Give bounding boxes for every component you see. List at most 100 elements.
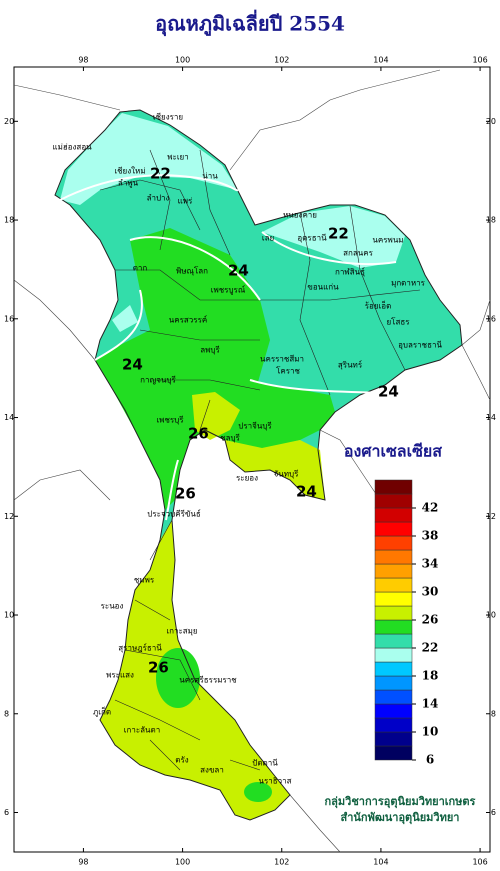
lon-tick-label: 104 xyxy=(373,56,388,65)
legend-tick-label: 34 xyxy=(422,557,439,571)
contour-label: 22 xyxy=(328,225,349,243)
lon-tick-label: 100 xyxy=(175,56,190,65)
zone-24-26 xyxy=(156,648,200,708)
zone-26-28 xyxy=(225,440,325,500)
contour-label: 24 xyxy=(122,356,143,374)
province-labels: เชียงราย แม่ฮ่องสอน เชียงใหม่ ลำพูน ลำปา… xyxy=(52,113,442,786)
province-label: เพชรบูรณ์ xyxy=(211,285,246,296)
lat-tick-label: 20 xyxy=(486,117,496,126)
legend-swatch xyxy=(374,521,413,537)
zone-20-22 xyxy=(262,206,405,268)
province-label: ยโสธร xyxy=(386,317,410,327)
legend-swatch xyxy=(374,549,413,565)
lat-tick-label: 8 xyxy=(4,709,9,718)
map-title: อุณหภูมิเฉลี่ยปี 2554 xyxy=(155,9,345,38)
legend-swatch xyxy=(374,591,413,607)
province-label: ปราจีนบุรี xyxy=(238,422,272,431)
lon-tick-label: 106 xyxy=(472,858,487,867)
province-label: เลย xyxy=(262,234,274,243)
province-borders xyxy=(54,109,463,821)
contour-label: 22 xyxy=(150,165,171,183)
province-label: เกาะลันตา xyxy=(124,726,160,735)
legend-swatch xyxy=(374,675,413,691)
contour-label: 26 xyxy=(148,659,169,677)
province-label: สุราษฎร์ธานี xyxy=(118,643,162,653)
lat-tick-label: 14 xyxy=(4,413,14,422)
province-label: ระยอง xyxy=(236,474,258,483)
province-label: ชลบุรี xyxy=(220,434,240,443)
lat-tick-label: 12 xyxy=(4,512,14,521)
contour-label: 24 xyxy=(378,383,399,401)
contour-label: 24 xyxy=(228,262,249,280)
legend-swatch xyxy=(374,633,413,649)
credit-line: กลุ่มวิชาการอุตุนิยมวิทยาเกษตร xyxy=(325,795,476,809)
province-label: มุกดาหาร xyxy=(391,279,426,288)
province-label: เชียงราย xyxy=(153,113,183,122)
lat-tick-label: 18 xyxy=(4,216,14,225)
legend-swatch xyxy=(374,661,413,677)
legend-title: องศาเซลเซียส xyxy=(344,442,442,461)
legend-swatch xyxy=(374,507,413,523)
lat-tick-label: 6 xyxy=(4,808,9,817)
contour-label: 26 xyxy=(188,425,209,443)
contour-labels: 22 22 24 24 24 24 26 26 26 xyxy=(122,165,399,677)
province-label: ระนอง xyxy=(101,602,124,611)
zone-26-28 xyxy=(100,520,290,820)
legend-tick-label: 42 xyxy=(422,501,439,515)
province-label: เพชรบุรี xyxy=(156,416,184,425)
province-label: น่าน xyxy=(202,172,218,181)
province-label: สงขลา xyxy=(200,766,224,775)
lon-tick-label: 98 xyxy=(78,858,88,867)
province-label: เกาะสมุย xyxy=(166,627,197,636)
province-label: ลำพูน xyxy=(118,179,139,189)
legend-swatch xyxy=(374,647,413,663)
province-label: จันทบุรี xyxy=(274,470,300,479)
legend-tick-label: 38 xyxy=(422,529,439,543)
province-label: เชียงใหม่ xyxy=(114,167,145,176)
legend-swatch xyxy=(374,703,413,719)
legend-tick-label: 18 xyxy=(422,669,439,683)
temperature-zones xyxy=(55,110,462,820)
province-label: แม่ฮ่องสอน xyxy=(52,143,92,152)
province-label: ภูเก็ต xyxy=(93,707,111,718)
white-contours xyxy=(59,174,421,521)
legend-swatch xyxy=(374,689,413,705)
province-label: พะเยา xyxy=(167,153,188,162)
province-label: ขอนแก่น xyxy=(307,283,339,292)
lat-tick-label: 20 xyxy=(4,117,14,126)
legend-tick-label: 14 xyxy=(422,697,439,711)
province-label: สุรินทร์ xyxy=(338,360,363,370)
province-label: ตาก xyxy=(133,264,148,273)
province-label: ตรัง xyxy=(175,756,188,765)
lat-tick-label: 12 xyxy=(486,512,496,521)
legend-swatch xyxy=(374,535,413,551)
province-label: นครพนม xyxy=(372,236,403,245)
province-label: นครสวรรค์ xyxy=(169,315,207,325)
contour-label: 24 xyxy=(296,483,317,501)
contour-label: 26 xyxy=(175,485,196,503)
province-label: ลำปาง xyxy=(147,194,170,203)
lon-tick-label: 100 xyxy=(175,858,190,867)
legend-swatch xyxy=(374,577,413,593)
credit-line: สำนักพัฒนาอุตุนิยมวิทยา xyxy=(341,811,460,825)
lat-tick-label: 18 xyxy=(486,216,496,225)
lon-tick-label: 104 xyxy=(373,858,388,867)
lat-tick-label: 16 xyxy=(486,314,496,323)
province-label: อุบลราชธานี xyxy=(398,341,442,350)
province-label: ประจวบคีรีขันธ์ xyxy=(147,509,201,519)
legend-swatch xyxy=(374,745,413,761)
zone-24-26 xyxy=(95,228,335,510)
legend-tick-label: 22 xyxy=(422,641,439,655)
lon-tick-label: 106 xyxy=(472,56,487,65)
province-label: หนองคาย xyxy=(283,211,317,220)
lat-tick-label: 10 xyxy=(4,611,14,620)
province-label: นครศรีธรรมราช xyxy=(179,676,237,685)
province-label: ชุมพร xyxy=(134,576,155,585)
lon-tick-label: 102 xyxy=(274,56,289,65)
zone-24-26 xyxy=(244,782,272,802)
legend-swatch xyxy=(374,605,413,621)
lon-tick-label: 102 xyxy=(274,858,289,867)
province-label: ร้อยเอ็ด xyxy=(365,301,392,311)
province-label: พระแสง xyxy=(106,671,134,680)
